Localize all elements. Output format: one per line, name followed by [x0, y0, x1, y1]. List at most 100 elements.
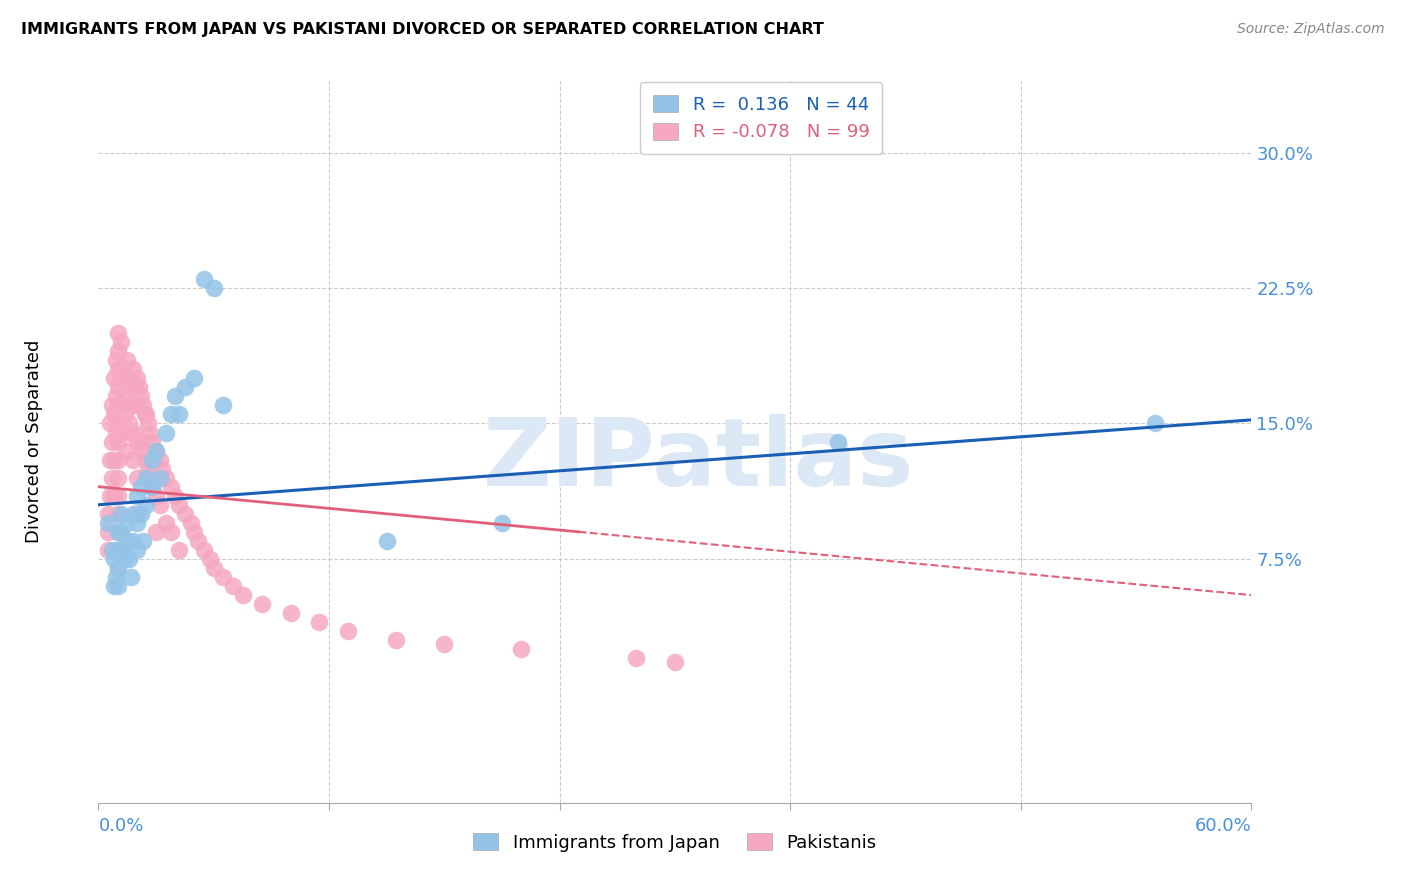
- Point: [125, 507, 148, 521]
- Point: [101, 471, 124, 485]
- Point: [112, 542, 135, 557]
- Point: [180, 516, 202, 530]
- Point: [107, 507, 129, 521]
- Point: [145, 489, 167, 503]
- Point: [110, 335, 132, 350]
- Point: [155, 425, 177, 440]
- Point: [101, 542, 124, 557]
- Point: [183, 371, 205, 385]
- Point: [112, 398, 135, 412]
- Point: [231, 588, 254, 602]
- Point: [107, 524, 129, 539]
- Point: [103, 552, 125, 566]
- Point: [183, 524, 205, 539]
- Point: [117, 353, 139, 368]
- Point: [114, 408, 136, 422]
- Point: [222, 579, 245, 593]
- Point: [139, 471, 162, 485]
- Point: [107, 326, 129, 341]
- Point: [107, 542, 129, 557]
- Point: [117, 533, 139, 548]
- Point: [131, 443, 153, 458]
- Point: [125, 398, 148, 412]
- Point: [107, 561, 129, 575]
- Point: [664, 655, 686, 669]
- Point: [124, 425, 146, 440]
- Point: [138, 417, 160, 431]
- Point: [112, 362, 135, 376]
- Point: [110, 425, 132, 440]
- Point: [101, 434, 124, 449]
- Point: [98, 417, 121, 431]
- Point: [98, 452, 121, 467]
- Point: [145, 524, 167, 539]
- Point: [97, 524, 120, 539]
- Point: [118, 417, 141, 431]
- Point: [125, 516, 148, 530]
- Point: [114, 371, 136, 385]
- Point: [124, 380, 146, 394]
- Point: [149, 471, 172, 485]
- Point: [122, 398, 145, 412]
- Point: [141, 452, 163, 467]
- Text: 0.0%: 0.0%: [98, 817, 143, 835]
- Point: [103, 408, 125, 422]
- Point: [280, 606, 302, 620]
- Point: [120, 380, 142, 394]
- Point: [131, 533, 153, 548]
- Point: [510, 642, 533, 657]
- Point: [433, 637, 456, 651]
- Point: [120, 425, 142, 440]
- Point: [202, 281, 225, 295]
- Text: IMMIGRANTS FROM JAPAN VS PAKISTANI DIVORCED OR SEPARATED CORRELATION CHART: IMMIGRANTS FROM JAPAN VS PAKISTANI DIVOR…: [21, 22, 824, 37]
- Point: [104, 570, 127, 584]
- Point: [337, 624, 360, 639]
- Point: [107, 434, 129, 449]
- Point: [138, 461, 160, 475]
- Point: [107, 417, 129, 431]
- Point: [107, 561, 129, 575]
- Point: [107, 471, 129, 485]
- Point: [104, 389, 127, 403]
- Text: Source: ZipAtlas.com: Source: ZipAtlas.com: [1237, 22, 1385, 37]
- Point: [212, 570, 235, 584]
- Point: [97, 507, 120, 521]
- Point: [141, 480, 163, 494]
- Point: [165, 389, 187, 403]
- Point: [155, 516, 177, 530]
- Point: [107, 489, 129, 503]
- Point: [128, 380, 150, 394]
- Point: [117, 443, 139, 458]
- Point: [107, 542, 129, 557]
- Point: [118, 552, 141, 566]
- Point: [129, 480, 152, 494]
- Point: [141, 480, 163, 494]
- Point: [122, 533, 145, 548]
- Y-axis label: Divorced or Separated: Divorced or Separated: [25, 340, 42, 543]
- Point: [129, 434, 152, 449]
- Point: [174, 507, 197, 521]
- Point: [145, 443, 167, 458]
- Legend: Immigrants from Japan, Pakistanis: Immigrants from Japan, Pakistanis: [465, 826, 884, 859]
- Point: [160, 480, 183, 494]
- Point: [167, 542, 190, 557]
- Point: [174, 380, 197, 394]
- Point: [131, 398, 153, 412]
- Point: [107, 524, 129, 539]
- Point: [626, 651, 648, 665]
- Point: [155, 471, 177, 485]
- Point: [202, 561, 225, 575]
- Point: [385, 633, 408, 648]
- Point: [110, 524, 132, 539]
- Point: [103, 371, 125, 385]
- Point: [135, 408, 157, 422]
- Point: [198, 552, 221, 566]
- Point: [122, 362, 145, 376]
- Point: [125, 371, 148, 385]
- Point: [107, 579, 129, 593]
- Point: [150, 461, 173, 475]
- Point: [107, 398, 129, 412]
- Point: [97, 542, 120, 557]
- Point: [122, 507, 145, 521]
- Point: [125, 489, 148, 503]
